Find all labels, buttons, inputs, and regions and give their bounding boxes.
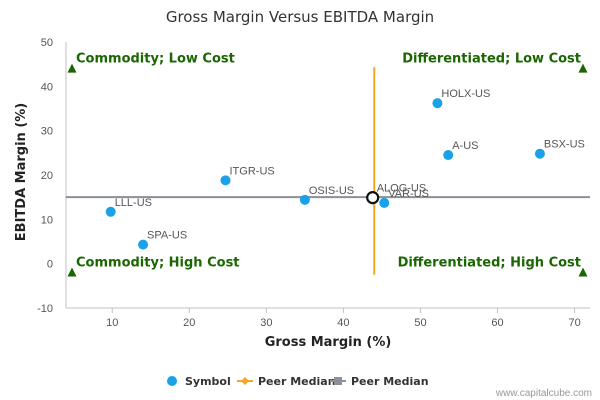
data-point-label: BSX-US (544, 139, 585, 151)
data-point-highlight (366, 191, 380, 205)
data-point-label: HOLX-US (441, 88, 490, 100)
data-point-label: A-US (452, 140, 478, 152)
data-point (379, 197, 390, 208)
y-tick-label: 40 (41, 81, 53, 93)
legend-circle-icon (167, 376, 177, 386)
data-point (534, 148, 545, 159)
legend-label: Peer Median (351, 375, 429, 388)
legend-label: Symbol (185, 375, 231, 388)
y-tick-label: 0 (47, 259, 53, 271)
x-axis: 10 20 30 40 50 60 70 (106, 308, 581, 329)
data-point-label: ALOG-US (377, 183, 427, 195)
x-tick-label: 50 (414, 317, 426, 329)
data-point-label: LLL-US (115, 197, 152, 209)
chart-title: Gross Margin Versus EBITDA Margin (166, 8, 434, 26)
data-points: HOLX-US A-US BSX-US ITGR-US OSIS-US ALOG-USVA… (105, 88, 585, 250)
data-point (432, 98, 443, 109)
quadrant-marker-top-left-icon (67, 63, 77, 73)
data-point (299, 194, 310, 205)
quadrant-label-bottom-left: Commodity; High Cost (76, 256, 240, 271)
quadrant-marker-bottom-left-icon (67, 267, 77, 277)
data-point-label: OSIS-US (309, 185, 354, 197)
x-tick-label: 10 (106, 317, 118, 329)
legend-label: Peer Median (258, 375, 336, 388)
y-axis-title: EBITDA Margin (%) (14, 103, 29, 241)
x-tick-label: 70 (568, 317, 580, 329)
x-tick-label: 40 (337, 317, 349, 329)
x-tick-label: 30 (260, 317, 272, 329)
legend[interactable]: Symbol Peer Median Peer Median (167, 375, 429, 388)
plot-area (65, 42, 590, 309)
legend-square-icon (334, 377, 342, 385)
legend-item-peer-median-1[interactable]: Peer Median (237, 375, 336, 388)
credit-text: www.capitalcube.com (495, 388, 592, 399)
quadrant-labels: Commodity; Low Cost Differentiated; Low C… (67, 52, 588, 277)
y-tick-label: 50 (41, 37, 53, 49)
y-tick-label: -10 (37, 303, 53, 315)
quadrant-label-top-left: Commodity; Low Cost (76, 52, 235, 67)
data-point (105, 206, 116, 217)
x-tick-label: 20 (183, 317, 195, 329)
quadrant-label-bottom-right: Differentiated; High Cost (398, 256, 581, 271)
quadrant-marker-top-right-icon (578, 63, 588, 73)
legend-item-peer-median-2[interactable]: Peer Median (330, 375, 429, 388)
data-point-label: VAR-US (388, 188, 429, 200)
y-tick-label: 10 (41, 214, 53, 226)
y-axis: -10 0 10 20 30 40 50 (37, 37, 53, 315)
data-point-label: ITGR-US (230, 165, 275, 177)
y-tick-label: 20 (41, 170, 53, 182)
quadrant-marker-bottom-right-icon (578, 267, 588, 277)
peer-median-lines (66, 67, 590, 275)
legend-item-symbol[interactable]: Symbol (167, 375, 231, 388)
data-point (443, 150, 454, 161)
x-tick-label: 60 (491, 317, 503, 329)
x-axis-title: Gross Margin (%) (265, 335, 392, 350)
data-point-label: SPA-US (147, 230, 187, 242)
legend-diamond-icon (241, 377, 249, 385)
data-point (138, 239, 149, 250)
quadrant-label-top-right: Differentiated; Low Cost (402, 52, 581, 67)
data-point (220, 175, 231, 186)
y-tick-label: 30 (41, 126, 53, 138)
